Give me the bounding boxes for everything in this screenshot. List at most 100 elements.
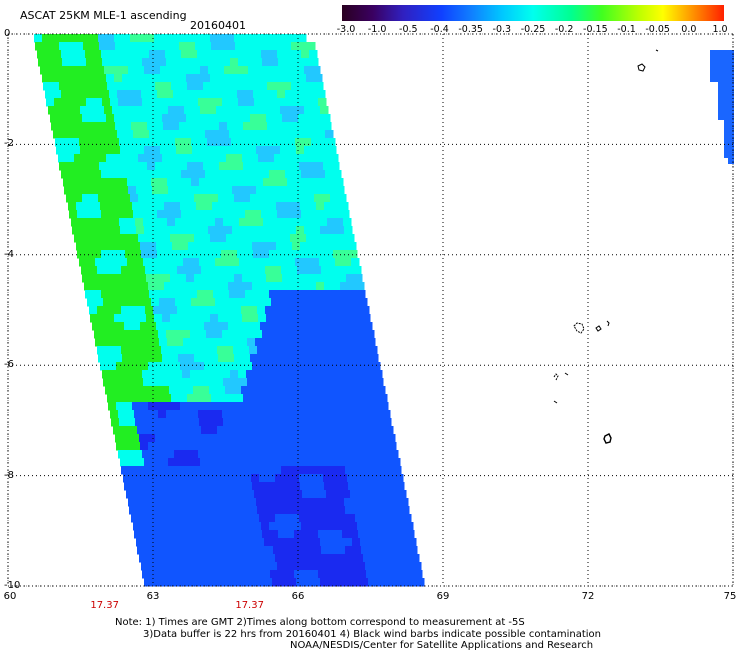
swath-cell xyxy=(336,226,345,235)
swath-cell xyxy=(326,530,335,539)
swath-cell xyxy=(308,282,317,291)
swath-cell xyxy=(281,506,290,515)
swath-cell xyxy=(188,282,197,291)
swath-cell xyxy=(413,562,422,571)
color-scale-tick: -0.05 xyxy=(645,24,670,35)
swath-cell xyxy=(256,106,265,115)
swath-cell xyxy=(106,234,115,243)
latitude-label: -2 xyxy=(4,138,14,150)
swath-cell xyxy=(275,162,284,171)
swath-cell xyxy=(379,434,388,443)
swath-cell xyxy=(243,82,252,91)
swath-cell xyxy=(209,466,218,475)
swath-cell xyxy=(360,578,369,587)
swath-cell xyxy=(334,570,343,579)
swath-cell xyxy=(319,298,328,307)
swath-cell xyxy=(361,426,370,435)
swath-cell xyxy=(201,306,210,315)
swath-cell xyxy=(401,506,410,515)
swath-cell xyxy=(221,50,230,59)
swath-cell xyxy=(119,138,128,147)
swath-cell xyxy=(322,314,331,323)
swath-cell xyxy=(295,338,304,347)
swath-cell xyxy=(376,538,385,547)
swath-cell xyxy=(38,58,47,67)
swath-cell xyxy=(97,266,106,275)
swath-cell xyxy=(199,138,208,147)
swath-cell xyxy=(299,434,308,443)
swath-cell xyxy=(335,218,344,227)
swath-cell xyxy=(87,298,96,307)
swath-cell xyxy=(153,426,162,435)
swath-cell xyxy=(75,42,84,51)
swath-cell xyxy=(173,210,182,219)
swath-cell xyxy=(160,498,169,507)
swath-cell xyxy=(67,162,76,171)
swath-cell xyxy=(351,298,360,307)
swath-cell xyxy=(253,90,262,99)
swath-cell xyxy=(392,538,401,547)
swath-cell xyxy=(134,58,143,67)
swath-cell xyxy=(318,450,327,459)
swath-cell xyxy=(300,242,309,251)
swath-cell xyxy=(366,370,375,379)
swath-cell xyxy=(166,490,175,499)
swath-cell xyxy=(162,34,171,43)
swath-cell xyxy=(91,42,100,51)
swath-cell xyxy=(278,370,287,379)
swath-cell xyxy=(114,194,123,203)
swath-cell xyxy=(416,578,425,587)
swath-cell xyxy=(319,218,328,227)
swath-cell xyxy=(275,434,284,443)
swath-cell xyxy=(183,218,192,227)
swath-cell xyxy=(310,410,319,419)
swath-cell xyxy=(306,314,315,323)
swath-cell xyxy=(115,434,124,443)
swath-cell xyxy=(133,90,142,99)
swath-cell xyxy=(142,490,151,499)
swath-cell xyxy=(309,562,318,571)
swath-cell xyxy=(266,354,275,363)
swath-cell xyxy=(301,130,310,139)
swath-cell xyxy=(239,258,248,267)
swath-cell xyxy=(211,554,220,563)
swath-cell xyxy=(360,538,369,547)
swath-cell xyxy=(150,370,159,379)
swath-cell xyxy=(93,130,102,139)
swath-cell xyxy=(96,226,105,235)
swath-cell xyxy=(390,450,399,459)
swath-cell xyxy=(314,74,323,83)
swath-cell xyxy=(230,410,239,419)
swath-cell xyxy=(223,258,232,267)
swath-cell xyxy=(106,154,115,163)
swath-cell xyxy=(96,66,105,75)
swath-cell xyxy=(238,58,247,67)
swath-cell xyxy=(266,194,275,203)
swath-cell xyxy=(328,146,337,155)
swath-cell xyxy=(112,226,121,235)
swath-cell xyxy=(293,50,302,59)
swath-cell xyxy=(359,298,368,307)
swath-cell xyxy=(85,170,94,179)
swath-cell xyxy=(157,210,166,219)
swath-cell xyxy=(258,354,267,363)
swath-cell xyxy=(292,402,301,411)
swath-cell xyxy=(135,138,144,147)
swath-cell xyxy=(292,442,301,451)
swath-cell xyxy=(278,490,287,499)
swath-cell xyxy=(140,402,149,411)
swath-cell xyxy=(248,498,257,507)
swath-cell xyxy=(298,114,307,123)
swath-cell xyxy=(254,370,263,379)
swath-cell xyxy=(401,546,410,555)
swath-cell xyxy=(304,578,313,587)
swath-cell xyxy=(161,546,170,555)
swath-cell xyxy=(271,338,280,347)
swath-cell xyxy=(326,410,335,419)
swath-cell xyxy=(239,298,248,307)
swath-cell xyxy=(225,506,234,515)
swath-cell xyxy=(121,426,130,435)
swath-cell xyxy=(152,578,161,587)
swath-cell xyxy=(105,266,114,275)
swath-cell xyxy=(133,290,142,299)
